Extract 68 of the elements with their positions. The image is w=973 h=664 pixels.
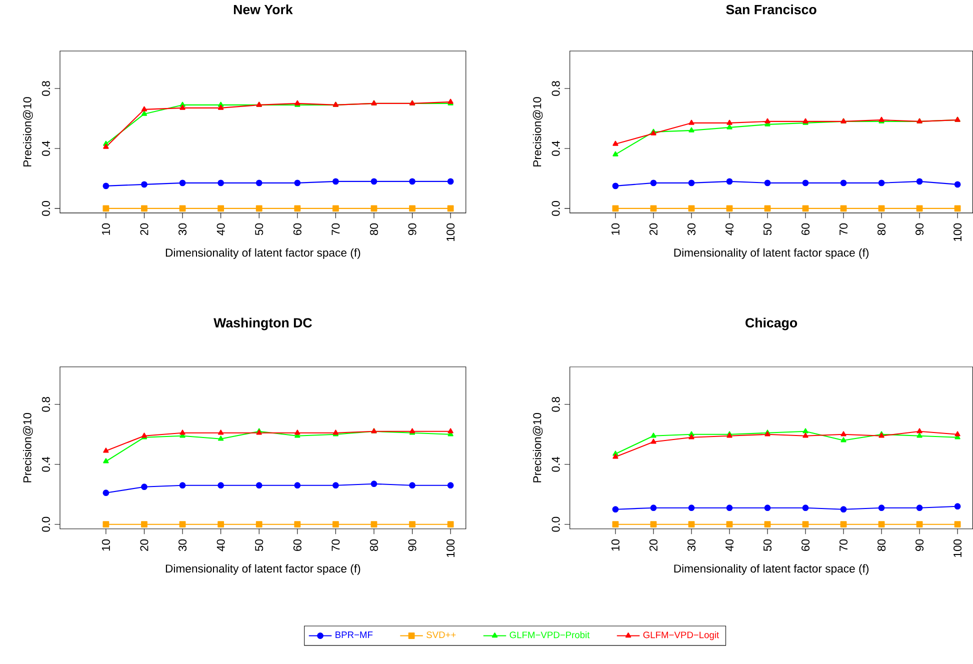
y-tick-label: 0.4 — [42, 456, 50, 472]
x-tick-label: 60 — [802, 539, 810, 552]
legend-label: GLFM−VPD−Logit — [643, 631, 720, 640]
x-tick-label: 70 — [332, 539, 340, 552]
x-tick-label: 40 — [725, 224, 734, 236]
x-tick-label: 90 — [408, 539, 416, 552]
x-tick-label: 60 — [293, 224, 302, 236]
x-tick-label: 90 — [916, 539, 924, 552]
x-tick-label: 70 — [840, 539, 848, 552]
y-tick-label: 0.4 — [552, 140, 560, 156]
x-axis-title: Dimensionality of latent factor space (f) — [674, 248, 868, 260]
x-tick-label: 80 — [878, 539, 886, 552]
x-tick-label: 100 — [446, 224, 455, 242]
y-axis-title: Precision@10 — [532, 413, 543, 482]
x-tick-label: 30 — [687, 539, 696, 552]
chart-title: New York — [234, 4, 293, 14]
x-tick-label: 50 — [763, 224, 772, 236]
x-tick-label: 20 — [140, 539, 148, 552]
x-tick-label: 90 — [408, 224, 416, 236]
y-tick-label: 0.0 — [552, 201, 560, 216]
x-axis-title: Dimensionality of latent factor space (f) — [166, 564, 360, 575]
y-axis-title: Precision@10 — [22, 97, 33, 166]
y-axis-title: Precision@10 — [532, 97, 543, 166]
chart-title: San Francisco — [726, 4, 816, 14]
x-tick-label: 30 — [687, 224, 696, 236]
y-axis-title: Precision@10 — [22, 413, 33, 482]
x-tick-label: 50 — [255, 539, 264, 552]
x-tick-label: 100 — [954, 539, 962, 558]
y-tick-label: 0.0 — [552, 517, 560, 532]
x-tick-label: 30 — [178, 224, 187, 236]
x-tick-label: 100 — [446, 539, 455, 558]
x-tick-label: 90 — [916, 224, 924, 236]
x-tick-label: 40 — [216, 224, 225, 236]
x-tick-label: 10 — [102, 539, 110, 551]
x-tick-label: 30 — [178, 539, 187, 552]
legend-label: GLFM−VPD−Probit — [510, 631, 590, 638]
y-tick-label: 0.0 — [42, 201, 50, 216]
x-tick-label: 50 — [763, 539, 772, 552]
y-tick-label: 0.4 — [42, 140, 50, 156]
x-tick-label: 70 — [840, 224, 848, 236]
x-tick-label: 20 — [649, 224, 658, 236]
y-tick-label: 0.8 — [552, 81, 560, 96]
y-tick-label: 0.4 — [552, 456, 560, 472]
y-tick-label: 0.8 — [42, 81, 50, 96]
x-tick-label: 40 — [216, 539, 225, 552]
x-tick-label: 10 — [611, 539, 620, 551]
x-tick-label: 80 — [370, 539, 378, 552]
x-tick-label: 20 — [649, 539, 658, 552]
x-axis-title: Dimensionality of latent factor space (f) — [674, 564, 868, 575]
legend-label: SVD++ — [426, 632, 456, 638]
x-tick-label: 40 — [725, 539, 734, 552]
chart-title: Washington DC — [214, 318, 312, 330]
x-tick-label: 60 — [293, 539, 302, 552]
chart-title: Chicago — [746, 318, 798, 330]
y-tick-label: 0.8 — [552, 397, 560, 412]
x-tick-label: 80 — [878, 224, 886, 236]
x-axis-title: Dimensionality of latent factor space (f) — [166, 248, 360, 260]
y-tick-label: 0.0 — [42, 517, 50, 532]
x-tick-label: 20 — [140, 224, 148, 236]
x-tick-label: 100 — [954, 224, 962, 242]
x-tick-label: 70 — [332, 224, 340, 236]
x-tick-label: 50 — [255, 224, 264, 236]
legend-label: BPR−MF — [336, 632, 373, 638]
x-tick-label: 10 — [102, 224, 110, 235]
x-tick-label: 10 — [611, 224, 620, 235]
y-tick-label: 0.8 — [42, 397, 50, 412]
x-tick-label: 60 — [802, 224, 810, 236]
x-tick-label: 80 — [370, 224, 378, 236]
